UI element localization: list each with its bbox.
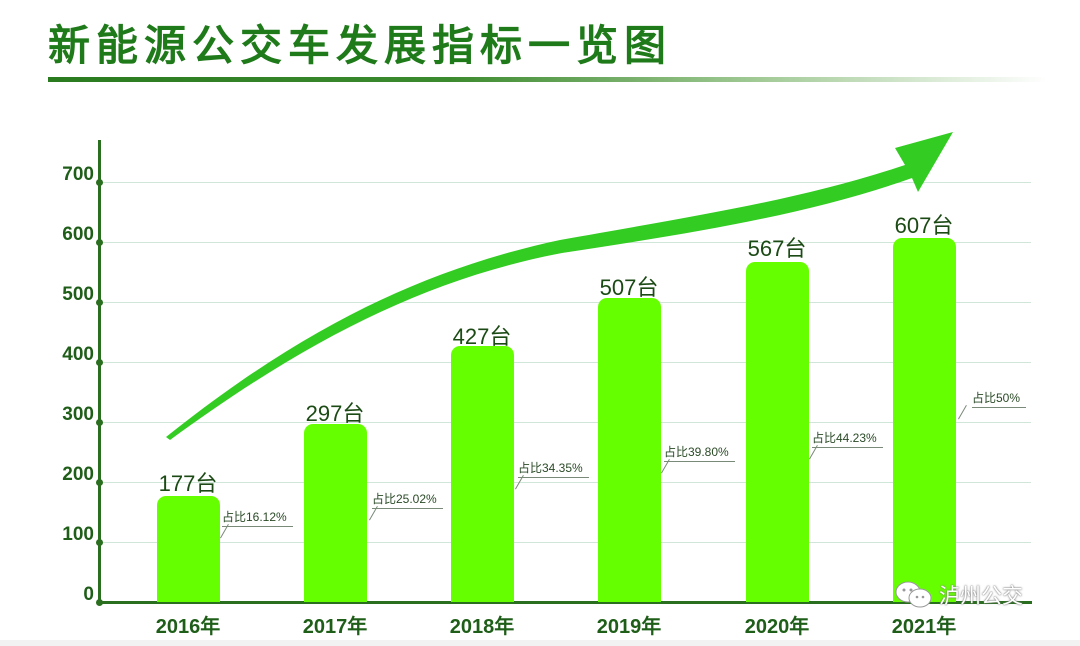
share-annotation: 占比25.02%: [372, 490, 443, 509]
y-tick-dot: [96, 179, 103, 186]
share-annotation: 占比50%: [972, 389, 1027, 408]
bar-value-label: 427台: [452, 324, 512, 349]
gridline: [101, 362, 1031, 363]
title-underline: [48, 77, 1048, 82]
bar-value-label: 507台: [599, 275, 659, 300]
bar-2021: [893, 238, 956, 602]
y-tick-dot: [96, 419, 103, 426]
y-tick-dot: [96, 359, 103, 366]
watermark: 泸州公交: [893, 580, 1023, 610]
y-tick-dot: [96, 239, 103, 246]
gridline: [101, 302, 1031, 303]
bar-value-label: 177台: [158, 471, 218, 496]
y-tick-label: 200: [62, 464, 94, 485]
y-tick-label: 0: [83, 584, 94, 605]
bar-value-label: 297台: [305, 401, 365, 426]
y-tick-dot: [96, 479, 103, 486]
y-tick-label: 700: [62, 164, 94, 185]
x-axis: [98, 601, 1032, 604]
gridline: [101, 182, 1031, 183]
gridline: [101, 482, 1031, 483]
y-tick-label: 400: [62, 344, 94, 365]
bar-2018: [451, 346, 514, 602]
x-tick-label: 2018年: [449, 616, 515, 638]
gridline: [101, 542, 1031, 543]
footer-strip: [0, 640, 1080, 646]
y-tick-label: 300: [62, 404, 94, 425]
x-tick-label: 2020年: [744, 616, 810, 638]
y-tick-label: 100: [62, 524, 94, 545]
wechat-icon: [895, 581, 932, 608]
chart-title: 新能源公交车发展指标一览图: [48, 21, 673, 70]
bar-2019: [598, 298, 661, 602]
x-tick-label: 2021年: [891, 616, 957, 638]
share-annotation: 占比34.35%: [518, 459, 589, 478]
share-annotation: 占比44.23%: [812, 429, 883, 448]
y-tick-dot: [96, 539, 103, 546]
y-tick-dot: [96, 299, 103, 306]
y-axis: [98, 140, 101, 604]
x-tick-label: 2019年: [596, 616, 662, 638]
y-tick-label: 500: [62, 284, 94, 305]
share-annotation: 占比39.80%: [664, 443, 735, 462]
bar-value-label: 607台: [894, 213, 954, 238]
gridline: [101, 422, 1031, 423]
x-tick-label: 2017年: [302, 616, 368, 638]
share-annotation: 占比16.12%: [222, 508, 293, 527]
bar-2017: [304, 424, 367, 602]
watermark-text: 泸州公交: [939, 585, 1023, 608]
x-tick-label: 2016年: [155, 616, 221, 638]
bar-value-label: 567台: [747, 236, 807, 261]
y-tick-label: 600: [62, 224, 94, 245]
y-tick-dot: [96, 599, 103, 606]
bar-2016: [157, 496, 220, 602]
bar-2020: [746, 262, 809, 602]
